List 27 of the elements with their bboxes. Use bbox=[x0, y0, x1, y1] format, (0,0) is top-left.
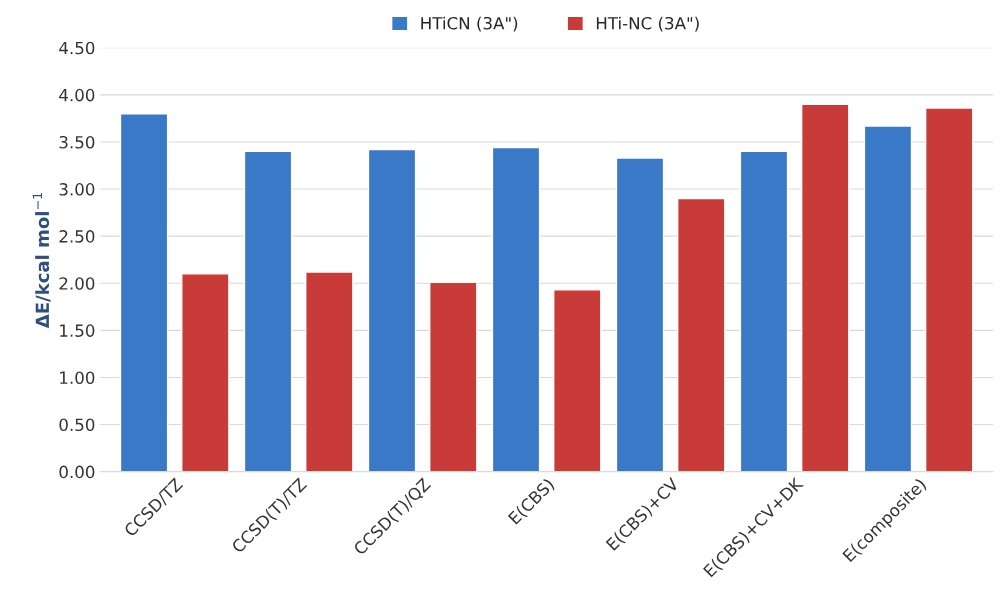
bar bbox=[367, 148, 417, 472]
bar bbox=[739, 150, 789, 472]
y-tick-label: 4.00 bbox=[59, 88, 95, 102]
bar bbox=[491, 146, 541, 472]
bar bbox=[305, 271, 354, 472]
bar bbox=[615, 157, 665, 472]
y-axis-title: ΔE/kcal mol$^{−1}$ bbox=[32, 192, 51, 329]
bar bbox=[119, 113, 169, 472]
legend-label: HTi-NC (3A") bbox=[596, 16, 699, 32]
bar bbox=[924, 107, 974, 472]
y-tick-label: 1.50 bbox=[60, 324, 95, 337]
y-tick-label: 3.50 bbox=[59, 135, 95, 149]
y-tick-label: 4.50 bbox=[59, 41, 95, 55]
y-tick-label: 3.00 bbox=[59, 183, 95, 196]
bar bbox=[863, 125, 913, 472]
bar bbox=[181, 273, 230, 472]
legend-label: HTiCN (3A") bbox=[421, 16, 518, 32]
bar bbox=[800, 103, 850, 472]
y-tick-label: 0.00 bbox=[59, 465, 95, 479]
y-tick-label: 0.50 bbox=[59, 418, 95, 432]
bar bbox=[243, 150, 293, 472]
bar bbox=[553, 289, 602, 472]
y-tick-label: 1.00 bbox=[60, 371, 95, 385]
bar bbox=[429, 281, 478, 472]
y-tick-label: 2.00 bbox=[59, 277, 95, 290]
y-tick-label: 2.50 bbox=[59, 230, 95, 243]
bar bbox=[676, 197, 726, 472]
